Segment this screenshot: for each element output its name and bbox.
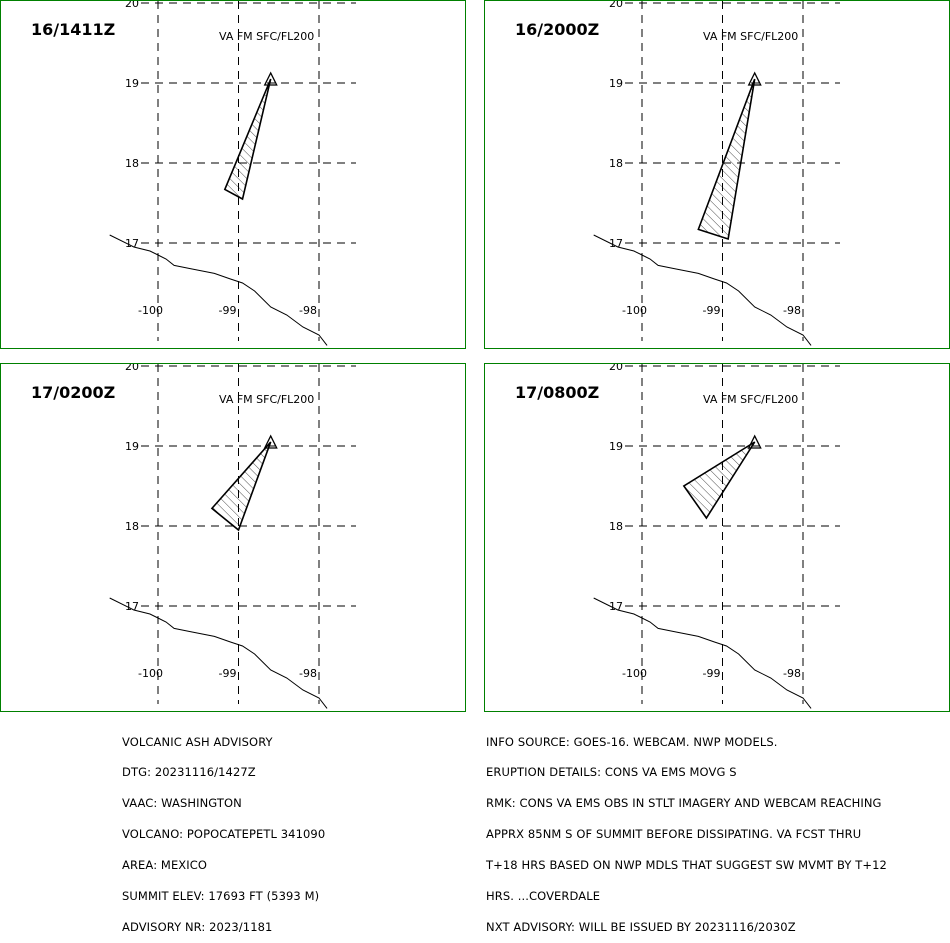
lat-tick-label: 20 xyxy=(609,1,623,10)
lat-tick-label: 18 xyxy=(609,157,623,170)
advisory-line: INFO SOURCE: GOES-16. WEBCAM. NWP MODELS… xyxy=(486,734,778,749)
lon-tick-label: -99 xyxy=(219,667,237,680)
map-panel-2: 20 19 18 17 -100 -99 -98 16/2000Z VA FM SFC/FL20… xyxy=(484,0,950,349)
lat-tick-label: 17 xyxy=(125,237,139,250)
lat-tick-label: 19 xyxy=(609,77,623,90)
lon-tick-label: -98 xyxy=(299,667,317,680)
panel-header: VA FM SFC/FL200 xyxy=(703,30,798,43)
lat-tick-label: 17 xyxy=(609,600,623,613)
lon-tick-label: -99 xyxy=(703,667,721,680)
map-panel-svg: 20 19 18 17 -100 -99 -98 17/0800Z VA FM SFC/FL20… xyxy=(515,364,840,709)
volcano-icon xyxy=(263,434,278,449)
map-panel-svg: 20 19 18 17 -100 -99 -98 16/2000Z VA FM SFC/FL20… xyxy=(515,1,840,346)
lon-tick-label: -99 xyxy=(703,304,721,317)
coastline xyxy=(109,234,328,346)
forecast-maps: 20 19 18 17 -100 -99 -98 16/1411Z VA FM SFC/FL20… xyxy=(0,0,950,712)
advisory-info-left: VOLCANIC ASH ADVISORY DTG: 20231116/1427… xyxy=(122,716,325,943)
advisory-line: NXT ADVISORY: WILL BE ISSUED BY 20231116… xyxy=(486,919,796,934)
lat-tick-label: 20 xyxy=(125,364,139,373)
lat-tick-label: 20 xyxy=(609,364,623,373)
advisory-line: APPRX 85NM S OF SUMMIT BEFORE DISSIPATIN… xyxy=(486,827,862,842)
ash-polygon xyxy=(697,78,756,241)
lon-tick-label: -98 xyxy=(299,304,317,317)
advisory-line: AREA: MEXICO xyxy=(122,858,208,873)
lon-tick-label: -100 xyxy=(138,667,163,680)
lat-tick-label: 17 xyxy=(125,600,139,613)
advisory-line: VOLCANIC ASH ADVISORY xyxy=(122,734,273,749)
volcano-icon xyxy=(747,434,762,449)
panel-time: 16/1411Z xyxy=(31,20,115,39)
advisory-line: ERUPTION DETAILS: CONS VA EMS MOVG S xyxy=(486,765,737,780)
lat-tick-label: 17 xyxy=(609,237,623,250)
lat-tick-label: 19 xyxy=(125,77,139,90)
lat-tick-label: 19 xyxy=(609,440,623,453)
volcano-icon xyxy=(263,71,278,86)
coastline xyxy=(593,597,812,709)
lat-tick-label: 20 xyxy=(125,1,139,10)
ash-polygon xyxy=(223,78,272,201)
advisory-line: RMK: CONS VA EMS OBS IN STLT IMAGERY AND… xyxy=(486,796,882,811)
lat-tick-label: 18 xyxy=(609,520,623,533)
lon-tick-label: -99 xyxy=(219,304,237,317)
advisory-line: T+18 HRS BASED ON NWP MDLS THAT SUGGEST … xyxy=(486,858,887,873)
ash-polygon xyxy=(682,441,756,520)
panel-time: 17/0800Z xyxy=(515,383,599,402)
lon-tick-label: -100 xyxy=(138,304,163,317)
advisory-line: SUMMIT ELEV: 17693 FT (5393 M) xyxy=(122,889,320,904)
panel-header: VA FM SFC/FL200 xyxy=(219,393,314,406)
panel-time: 17/0200Z xyxy=(31,383,115,402)
lat-tick-label: 18 xyxy=(125,157,139,170)
panel-time: 16/2000Z xyxy=(515,20,599,39)
map-panel-svg: 20 19 18 17 -100 -99 -98 17/0200Z VA FM SFC/FL20… xyxy=(31,364,356,709)
advisory-line: VAAC: WASHINGTON xyxy=(122,796,242,811)
lat-tick-label: 18 xyxy=(125,520,139,533)
lon-tick-label: -100 xyxy=(622,667,647,680)
volcano-icon xyxy=(747,71,762,86)
advisory-info-right: INFO SOURCE: GOES-16. WEBCAM. NWP MODELS… xyxy=(486,716,887,943)
panel-header: VA FM SFC/FL200 xyxy=(219,30,314,43)
advisory-line: HRS. ...COVERDALE xyxy=(486,889,601,904)
coastline xyxy=(109,597,328,709)
map-panel-4: 20 19 18 17 -100 -99 -98 17/0800Z VA FM SFC/FL20… xyxy=(484,363,950,712)
lon-tick-label: -100 xyxy=(622,304,647,317)
advisory-line: DTG: 20231116/1427Z xyxy=(122,765,256,780)
advisory-line: ADVISORY NR: 2023/1181 xyxy=(122,919,273,934)
ash-polygon xyxy=(210,441,272,532)
coastline xyxy=(593,234,812,346)
advisory-line: VOLCANO: POPOCATEPETL 341090 xyxy=(122,827,326,842)
panel-header: VA FM SFC/FL200 xyxy=(703,393,798,406)
lat-tick-label: 19 xyxy=(125,440,139,453)
lon-tick-label: -98 xyxy=(783,304,801,317)
map-panel-1: 20 19 18 17 -100 -99 -98 16/1411Z VA FM SFC/FL20… xyxy=(0,0,466,349)
map-panel-svg: 20 19 18 17 -100 -99 -98 16/1411Z VA FM SFC/FL20… xyxy=(31,1,356,346)
lon-tick-label: -98 xyxy=(783,667,801,680)
map-panel-3: 20 19 18 17 -100 -99 -98 17/0200Z VA FM SFC/FL20… xyxy=(0,363,466,712)
